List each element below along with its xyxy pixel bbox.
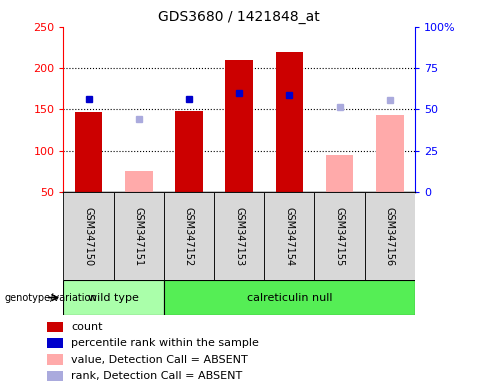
Bar <box>225 60 253 192</box>
Bar <box>325 155 353 192</box>
Bar <box>314 192 365 280</box>
Bar <box>47 338 63 348</box>
Text: value, Detection Call = ABSENT: value, Detection Call = ABSENT <box>71 354 248 364</box>
Title: GDS3680 / 1421848_at: GDS3680 / 1421848_at <box>158 10 320 25</box>
Bar <box>376 115 404 192</box>
Text: GSM347152: GSM347152 <box>184 207 194 266</box>
Text: wild type: wild type <box>88 293 139 303</box>
Text: count: count <box>71 322 102 332</box>
Bar <box>47 354 63 365</box>
Bar <box>125 171 153 192</box>
Text: GSM347151: GSM347151 <box>134 207 144 266</box>
Text: GSM347155: GSM347155 <box>334 207 345 266</box>
Text: GSM347153: GSM347153 <box>234 207 244 266</box>
Text: GSM347156: GSM347156 <box>385 207 395 266</box>
Bar <box>175 111 203 192</box>
Bar <box>214 192 264 280</box>
Bar <box>63 192 114 280</box>
Bar <box>114 192 164 280</box>
Text: GSM347154: GSM347154 <box>285 207 294 266</box>
Bar <box>47 322 63 332</box>
Bar <box>276 52 303 192</box>
Text: genotype/variation: genotype/variation <box>5 293 98 303</box>
Bar <box>47 371 63 381</box>
Text: calreticulin null: calreticulin null <box>246 293 332 303</box>
Bar <box>164 280 415 315</box>
Bar <box>63 280 164 315</box>
Text: rank, Detection Call = ABSENT: rank, Detection Call = ABSENT <box>71 371 243 381</box>
Bar <box>75 112 102 192</box>
Bar <box>264 192 314 280</box>
Text: percentile rank within the sample: percentile rank within the sample <box>71 338 259 348</box>
Text: GSM347150: GSM347150 <box>83 207 94 266</box>
Bar <box>365 192 415 280</box>
Bar <box>164 192 214 280</box>
